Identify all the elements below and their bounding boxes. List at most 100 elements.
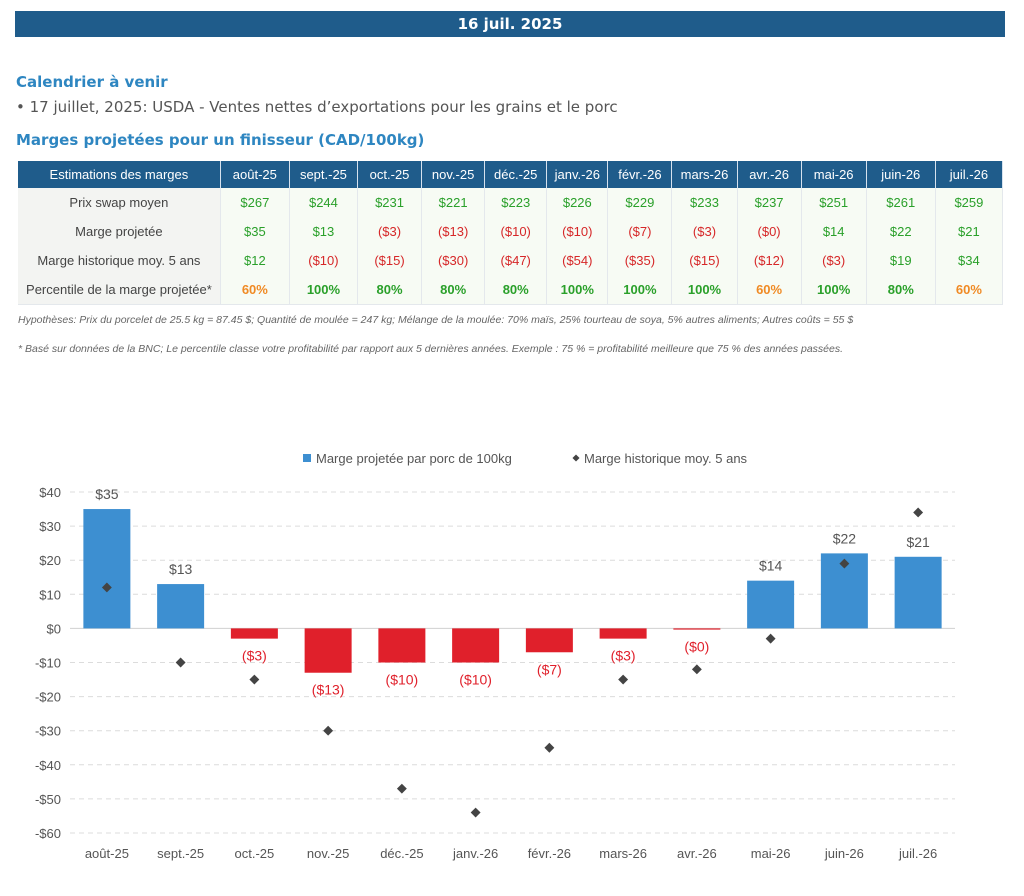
y-tick-label: -$50 bbox=[35, 792, 61, 807]
table-cell: ($12) bbox=[737, 246, 802, 275]
table-cell: $12 bbox=[220, 246, 290, 275]
table-cell-value: ($3) bbox=[377, 224, 402, 239]
y-tick-label: -$10 bbox=[35, 656, 61, 671]
bar bbox=[304, 628, 352, 673]
table-row: Percentile de la marge projetée* 60% 100% 8… bbox=[18, 275, 1004, 305]
table-cell-value: ($35) bbox=[624, 253, 656, 268]
table-cell-value: 100% bbox=[560, 282, 594, 297]
bar bbox=[230, 628, 278, 639]
report-date: 16 juil. 2025 bbox=[457, 15, 563, 33]
historical-marker bbox=[249, 674, 260, 685]
table-cell: $259 bbox=[935, 188, 1004, 217]
header-month: déc.-25 bbox=[484, 161, 548, 188]
x-tick-label: févr.-26 bbox=[528, 846, 571, 861]
historical-marker bbox=[691, 664, 702, 675]
bar bbox=[378, 628, 426, 663]
table-cell: 100% bbox=[671, 275, 738, 305]
margin-chart: $40 $30 $20 $10 $0 -$10 -$20 -$30 -$40 -$50 -$60 Ma… bbox=[35, 451, 955, 861]
table-cell: $237 bbox=[737, 188, 802, 217]
table-cell-value: $223 bbox=[501, 195, 531, 210]
table-cell-value: $231 bbox=[375, 195, 404, 210]
table-cell-value: 100% bbox=[687, 282, 722, 297]
table-row: Prix swap moyen $267 $244 $231 $221 $223 $226 $… bbox=[18, 188, 1004, 217]
bar-data-label: $13 bbox=[169, 561, 193, 577]
table-cell: ($30) bbox=[421, 246, 486, 275]
historical-marker bbox=[544, 742, 555, 753]
table-cell-value: ($47) bbox=[500, 253, 531, 268]
table-cell: 80% bbox=[421, 275, 486, 305]
table-cell-value: $12 bbox=[243, 253, 266, 268]
table-cell-value: $14 bbox=[822, 224, 845, 239]
table-cell: $221 bbox=[421, 188, 486, 217]
table-cell: $251 bbox=[801, 188, 867, 217]
table-cell: $13 bbox=[289, 217, 358, 246]
table-cell: ($10) bbox=[546, 217, 609, 246]
table-cell-value: $267 bbox=[240, 195, 270, 210]
header-month: mars-26 bbox=[671, 161, 738, 188]
x-tick-label: mars-26 bbox=[599, 846, 647, 861]
bar-data-label: ($10) bbox=[386, 672, 419, 688]
table-cell: ($15) bbox=[357, 246, 423, 275]
row-label: Prix swap moyen bbox=[18, 188, 221, 217]
table-cell: ($35) bbox=[607, 246, 673, 275]
legend-label-bar: Marge projetée par porc de 100kg bbox=[316, 451, 512, 466]
header-month: avr.-26 bbox=[737, 161, 802, 188]
row-label: Percentile de la marge projetée* bbox=[18, 275, 221, 305]
table-cell: $231 bbox=[357, 188, 423, 217]
table-cell-value: $251 bbox=[819, 195, 849, 210]
table-cell-value: ($7) bbox=[628, 224, 652, 239]
table-cell: ($13) bbox=[421, 217, 486, 246]
bar-data-label: ($13) bbox=[312, 682, 345, 698]
margins-table: Estimations des marges août-25 sept.-25 oct… bbox=[18, 161, 1004, 305]
table-cell-value: $21 bbox=[958, 224, 980, 239]
table-cell-value: 80% bbox=[502, 282, 529, 297]
table-cell-value: 100% bbox=[623, 282, 657, 297]
header-month: sept.-25 bbox=[289, 161, 358, 188]
table-cell: ($3) bbox=[801, 246, 867, 275]
table-cell: ($0) bbox=[737, 217, 802, 246]
y-tick-label: $10 bbox=[39, 587, 61, 602]
table-cell-value: ($15) bbox=[374, 253, 405, 268]
header-month: oct.-25 bbox=[357, 161, 423, 188]
table-row: Marge projetée $35 $13 ($3) ($13) ($10) ($10) (… bbox=[18, 217, 1004, 246]
header-month: janv.-26 bbox=[546, 161, 609, 188]
y-tick-label: $30 bbox=[39, 519, 61, 534]
table-cell-value: $259 bbox=[954, 195, 984, 210]
x-tick-label: oct.-25 bbox=[235, 846, 275, 861]
table-cell: $34 bbox=[935, 246, 1004, 275]
y-tick-label: -$40 bbox=[35, 758, 61, 773]
table-cell-value: $35 bbox=[243, 224, 266, 239]
table-cell-value: 80% bbox=[376, 282, 403, 297]
x-tick-label: juin-26 bbox=[824, 846, 864, 861]
table-cell: ($7) bbox=[607, 217, 673, 246]
calendar-item: • 17 juillet, 2025: USDA - Ventes nettes… bbox=[16, 98, 618, 116]
table-cell: 100% bbox=[801, 275, 867, 305]
table-cell-value: $226 bbox=[562, 195, 592, 210]
table-cell: $19 bbox=[866, 246, 936, 275]
table-cell-value: $261 bbox=[886, 195, 916, 210]
table-cell-value: $244 bbox=[308, 195, 338, 210]
table-cell: $267 bbox=[220, 188, 290, 217]
table-cell: ($15) bbox=[671, 246, 738, 275]
x-tick-label: avr.-26 bbox=[677, 846, 717, 861]
table-cell-value: 80% bbox=[440, 282, 467, 297]
historical-marker bbox=[913, 507, 924, 518]
x-tick-label: déc.-25 bbox=[380, 846, 423, 861]
table-cell: $233 bbox=[671, 188, 738, 217]
row-label: Marge historique moy. 5 ans bbox=[18, 246, 221, 275]
table-cell-value: $237 bbox=[754, 195, 784, 210]
table-cell: 60% bbox=[935, 275, 1004, 305]
date-banner: 16 juil. 2025 bbox=[15, 11, 1005, 37]
table-cell: 100% bbox=[607, 275, 673, 305]
y-tick-label: $40 bbox=[39, 485, 61, 500]
historical-marker bbox=[175, 657, 186, 668]
table-cell: ($47) bbox=[484, 246, 548, 275]
historical-marker bbox=[765, 633, 776, 644]
table-cell: ($10) bbox=[289, 246, 358, 275]
margins-title: Marges projetées pour un finisseur (CAD/… bbox=[16, 131, 425, 149]
table-cell: $244 bbox=[289, 188, 358, 217]
header-corner: Estimations des marges bbox=[18, 161, 221, 188]
bar bbox=[747, 580, 795, 629]
table-cell-value: $233 bbox=[690, 195, 719, 210]
header-month: nov.-25 bbox=[421, 161, 486, 188]
